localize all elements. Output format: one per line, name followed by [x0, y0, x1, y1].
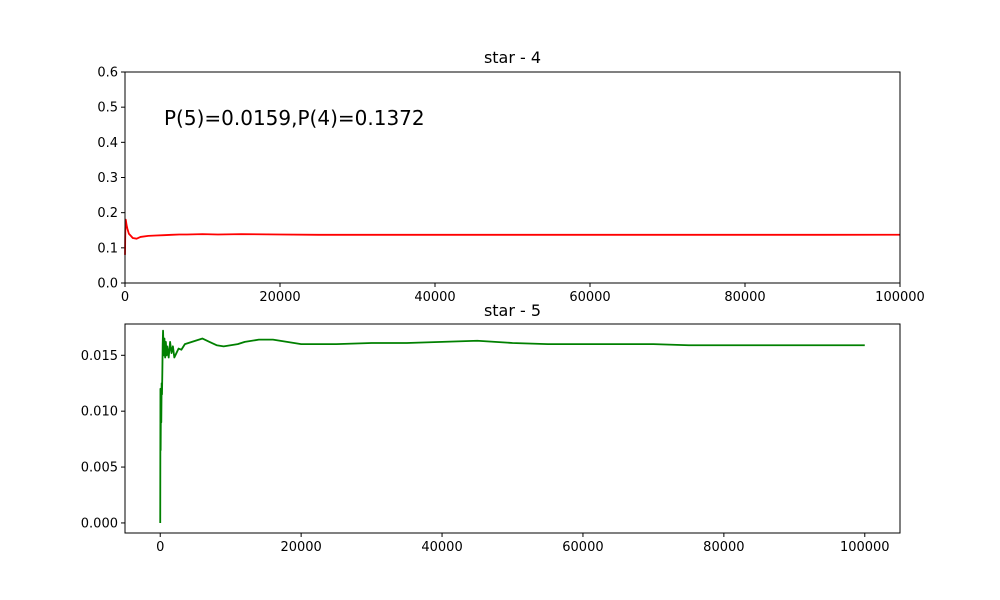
y-tick-label: 0.3: [97, 171, 118, 186]
y-tick-label: 0.6: [97, 66, 118, 81]
y-tick-label: 0.4: [97, 136, 118, 151]
y-tick-label: 0.1: [97, 241, 118, 256]
y-tick-label: 0.005: [81, 461, 118, 476]
y-tick-label: 0.000: [81, 516, 118, 531]
x-tick-label: 100000: [875, 290, 925, 305]
chart-star-4: star - 4 P(5)=0.0159,P(4)=0.1372 0 20000 4…: [97, 48, 925, 305]
series-line-star-4: [124, 218, 901, 255]
plot-frame-star-4: [124, 71, 901, 284]
chart-title-star-5: star - 5: [484, 301, 541, 320]
plot-frame-star-5: [124, 323, 901, 534]
y-tick-label: 0.2: [97, 206, 118, 221]
x-tick-label: 40000: [414, 290, 455, 305]
y-tick-label: 0.5: [97, 101, 118, 116]
chart-star-5: star - 5 0 20000 40000 60000 80000 100000 0.00…: [81, 301, 901, 555]
x-tick-label: 20000: [259, 290, 300, 305]
series-line-star-5: [159, 329, 865, 523]
x-tick-label: 80000: [724, 290, 765, 305]
y-tick-label: 0.0: [97, 277, 118, 292]
x-tick-label: 60000: [562, 540, 603, 555]
x-tick-label: 0: [121, 290, 129, 305]
x-tick-label: 60000: [569, 290, 610, 305]
x-tick-label: 80000: [703, 540, 744, 555]
chart-title-star-4: star - 4: [484, 48, 541, 67]
x-tick-label: 0: [156, 540, 164, 555]
y-tick-label: 0.010: [81, 405, 118, 420]
x-tick-label: 100000: [840, 540, 890, 555]
y-tick-label: 0.015: [81, 349, 118, 364]
x-tick-label: 40000: [421, 540, 462, 555]
x-tick-label: 20000: [280, 540, 321, 555]
probability-annotation: P(5)=0.0159,P(4)=0.1372: [164, 106, 425, 130]
